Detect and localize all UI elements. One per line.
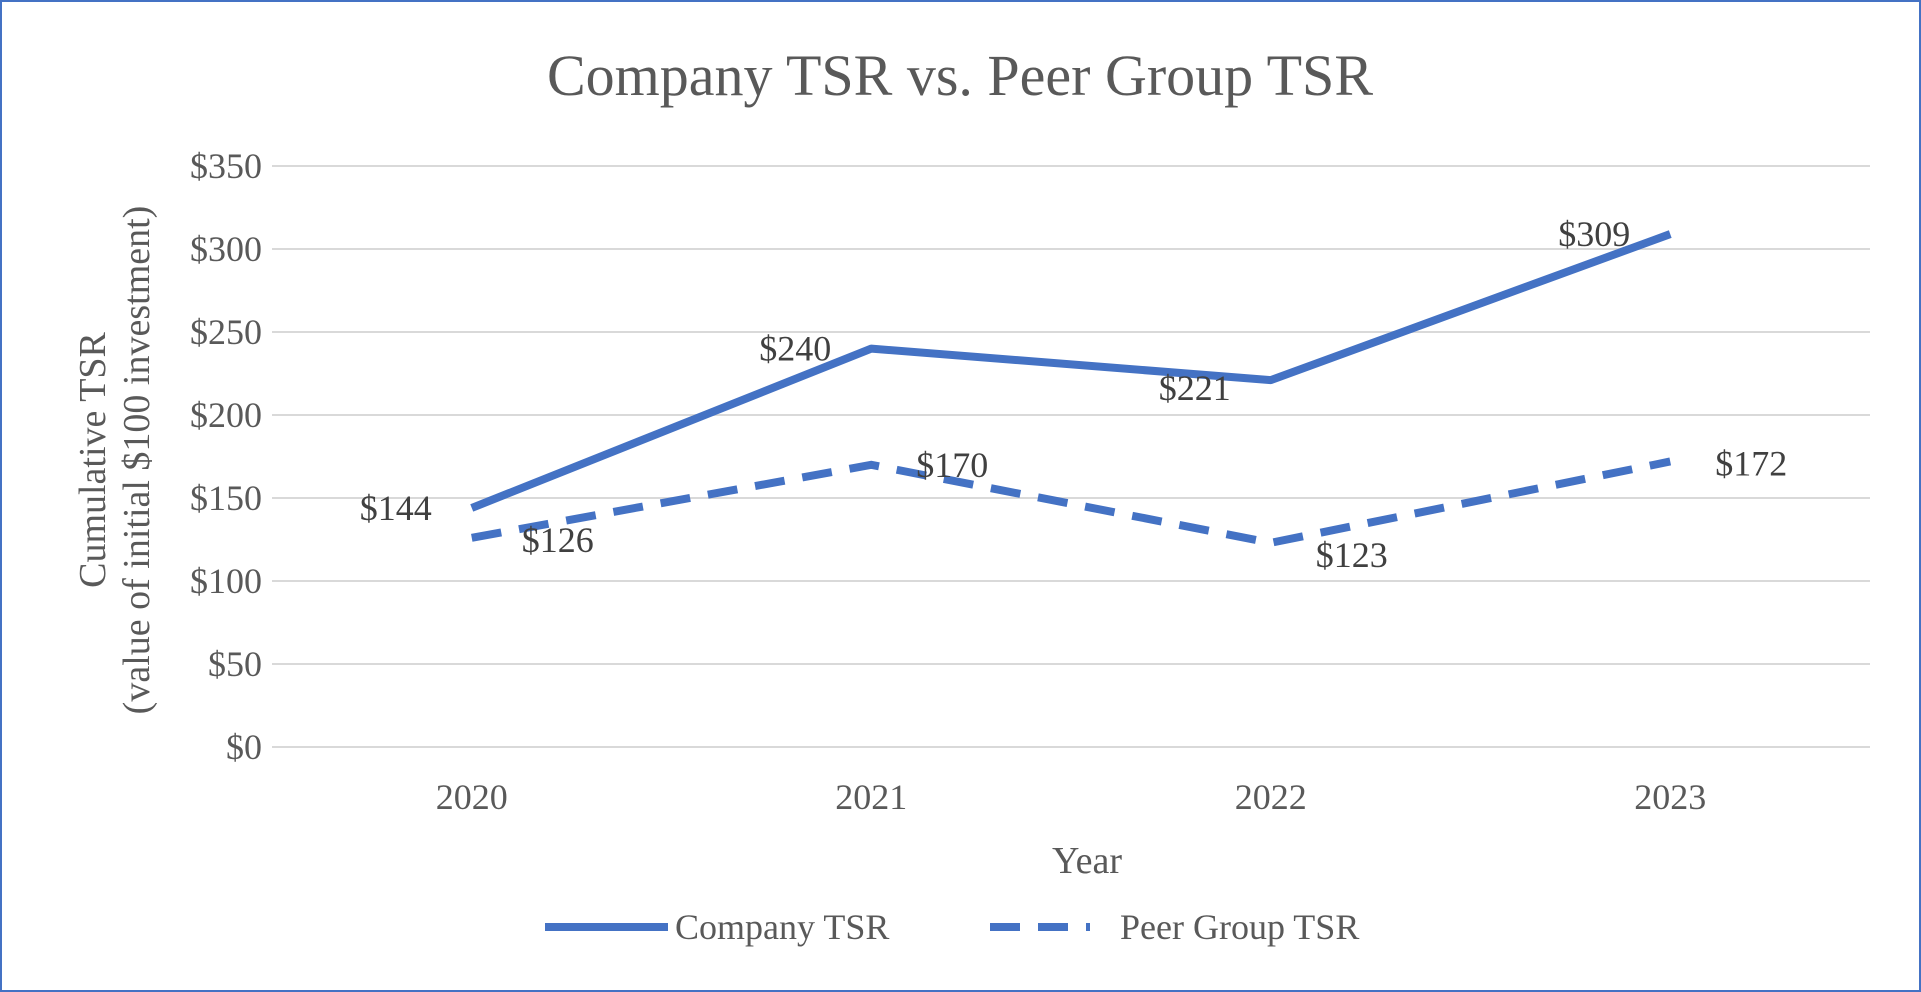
y-tick-label: $300 [190, 229, 262, 269]
y-tick-label: $150 [190, 478, 262, 518]
gridlines [272, 165, 1870, 748]
series-lines [470, 230, 1672, 547]
company-data-label: $309 [1558, 214, 1630, 254]
x-tick-label: 2020 [436, 777, 508, 817]
y-axis-tick-labels: $0 $50 $100 $150 $200 $250 $300 $350 [190, 146, 262, 767]
chart-title: Company TSR vs. Peer Group TSR [547, 43, 1373, 108]
peer-group-tsr-line [471, 457, 1672, 547]
data-labels: $144 $240 $221 $309 $126 $170 $123 $172 [360, 214, 1788, 575]
x-tick-label: 2021 [835, 777, 907, 817]
y-tick-label: $100 [190, 561, 262, 601]
y-axis-title-line1: Cumulative TSR [72, 331, 114, 587]
peer-data-label: $126 [522, 520, 594, 560]
legend-label-peer: Peer Group TSR [1120, 907, 1359, 947]
y-tick-label: $0 [226, 727, 262, 767]
peer-data-label: $170 [916, 445, 988, 485]
x-axis-tick-labels: 2020 2021 2022 2023 [436, 777, 1707, 817]
x-axis-title: Year [1052, 840, 1122, 882]
peer-data-label: $123 [1316, 535, 1388, 575]
y-tick-label: $50 [208, 644, 262, 684]
legend-label-company: Company TSR [675, 907, 889, 947]
y-tick-label: $250 [190, 312, 262, 352]
y-tick-label: $200 [190, 395, 262, 435]
peer-data-label: $172 [1715, 443, 1787, 483]
y-axis-title: Cumulative TSR (value of initial $100 in… [72, 206, 158, 715]
x-tick-label: 2022 [1235, 777, 1307, 817]
company-data-label: $240 [759, 329, 831, 369]
company-data-label: $221 [1159, 368, 1231, 408]
y-axis-title-line2: (value of initial $100 investment) [116, 206, 158, 715]
company-tsr-line [470, 230, 1672, 512]
x-tick-label: 2023 [1634, 777, 1706, 817]
legend: Company TSR Peer Group TSR [545, 907, 1359, 947]
company-data-label: $144 [360, 488, 432, 528]
y-tick-label: $350 [190, 146, 262, 186]
